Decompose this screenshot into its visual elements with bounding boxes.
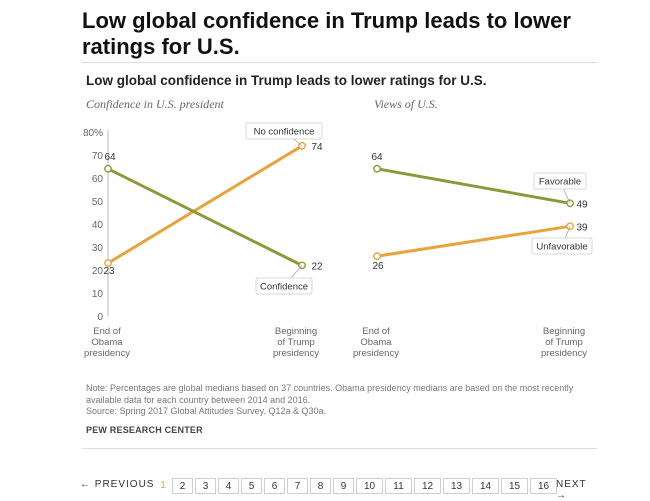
y-tick-label: 40 [92,220,104,231]
data-point [373,164,381,173]
page-link-11[interactable]: 11 [385,478,412,494]
page-link-6[interactable]: 6 [264,478,285,494]
data-point [373,252,381,261]
data-point [104,259,112,267]
x-tick-label: End of [93,326,121,337]
y-tick-label: 60 [92,174,104,185]
y-tick-label: 0 [97,312,103,323]
page-link-13[interactable]: 13 [443,478,470,494]
data-label: 49 [576,199,588,210]
x-tick-label: presidency [353,348,399,359]
page-link-1[interactable]: 1 [157,478,169,494]
series-line-no-confidence [106,144,304,265]
page-link-2[interactable]: 2 [172,478,193,494]
page-link-5[interactable]: 5 [241,478,262,494]
pagination: ← PREVIOUS NEXT → 1 2 3 4 5 6 7 8 9 10 11 12 13 14 15 1… [80,476,600,501]
chart-notes: Note: Percentages are global medians bas… [86,383,596,418]
data-label: 23 [103,266,115,277]
page-link-3[interactable]: 3 [195,478,216,494]
x-tick-label: Obama [360,337,392,348]
page-link-7[interactable]: 7 [287,478,308,494]
y-tick-label: 80% [83,128,103,139]
series-label: Confidence [260,282,308,293]
top-divider [82,62,597,63]
series-label: No confidence [254,127,315,138]
x-tick-label: presidency [84,348,130,359]
data-label: 64 [104,152,116,163]
data-label: 64 [371,152,383,163]
note-text: Note: Percentages are global medians bas… [86,383,574,405]
left-panel-title: Confidence in U.S. president [86,97,224,111]
x-tick-label: End of [362,326,390,337]
bottom-divider [82,448,597,449]
data-label: 74 [311,142,323,153]
x-tick-label: presidency [273,348,319,359]
series-label-box [533,172,587,190]
pew-credit: PEW RESEARCH CENTER [86,425,203,435]
article-headline: Low global confidence in Trump leads to … [82,8,571,59]
series-line-unfavorable [375,224,572,258]
y-tick-label: 50 [92,197,104,208]
series-label: Favorable [539,177,581,188]
page-link-4[interactable]: 4 [218,478,239,494]
page-link-16[interactable]: 16 [530,478,557,494]
page-link-15[interactable]: 15 [501,478,528,494]
page-link-9[interactable]: 9 [333,478,354,494]
x-tick-label: Beginning [543,326,585,337]
data-label: 26 [372,261,384,272]
series-label-box [255,277,313,295]
data-label: 39 [576,222,588,233]
series-label-box [245,122,323,140]
x-tick-label: Beginning [275,326,317,337]
x-tick-label: of Trump [545,337,583,348]
series-line-favorable [375,167,572,205]
x-tick-label: of Trump [277,337,315,348]
data-point [104,164,112,173]
x-tick-label: Obama [91,337,123,348]
series-label-box [531,237,593,255]
y-tick-label: 10 [92,289,104,300]
source-text: Source: Spring 2017 Global Attitudes Sur… [86,406,326,416]
series-label: Unfavorable [536,242,587,253]
right-panel-title: Views of U.S. [374,97,438,111]
page-link-10[interactable]: 10 [356,478,383,494]
y-tick-label: 70 [92,151,104,162]
y-tick-label: 30 [92,243,104,254]
series-line-confidence [106,167,304,267]
x-tick-label: presidency [541,348,587,359]
y-tick-label: 20 [92,266,104,277]
previous-link[interactable]: ← PREVIOUS [80,479,155,490]
next-link[interactable]: NEXT → [556,479,587,501]
page-link-14[interactable]: 14 [472,478,499,494]
chart-title: Low global confidence in Trump leads to … [86,73,487,88]
page-link-12[interactable]: 12 [414,478,441,494]
data-label: 22 [311,261,323,272]
page-link-8[interactable]: 8 [310,478,331,494]
